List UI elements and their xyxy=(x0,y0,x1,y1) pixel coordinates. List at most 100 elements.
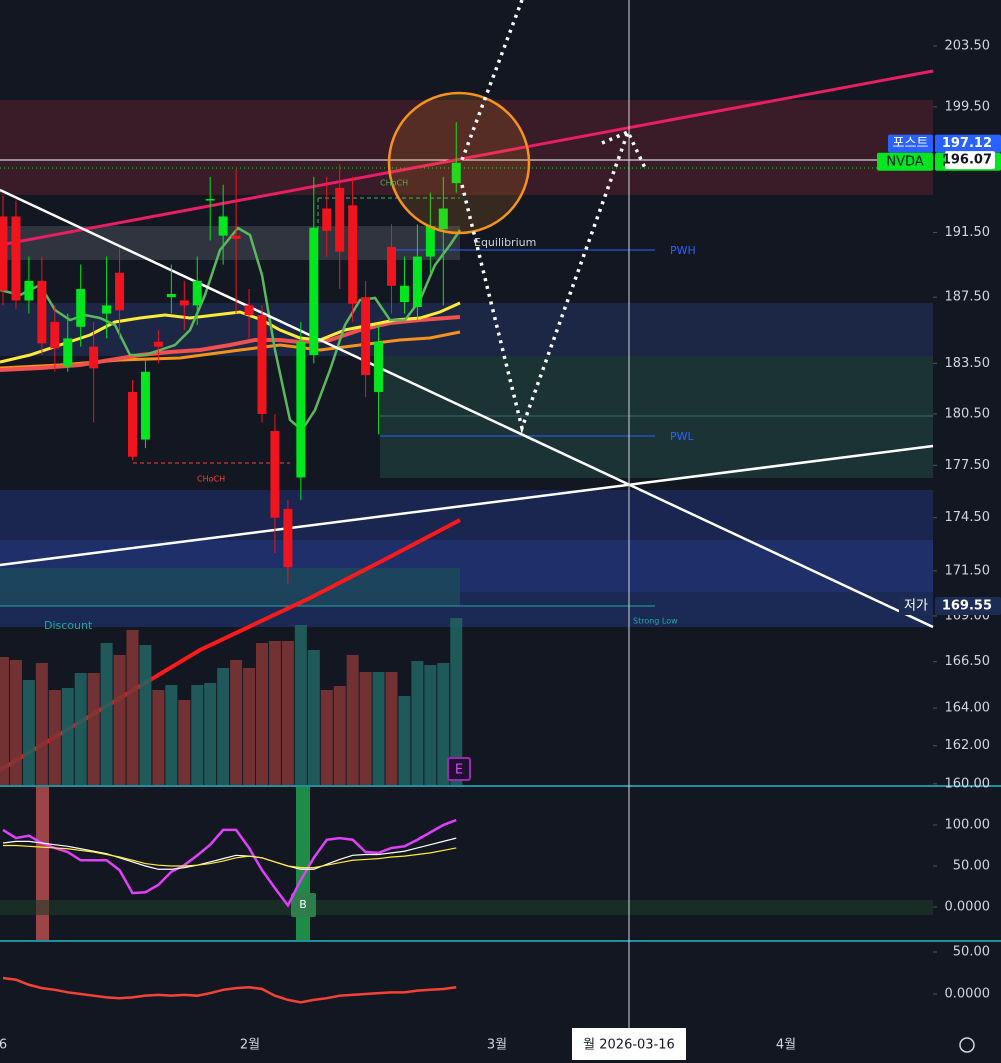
candle-body xyxy=(205,198,215,201)
indicator-line xyxy=(2,818,457,908)
annotation: Discount xyxy=(44,619,93,632)
candle-body xyxy=(89,346,99,369)
trend-line xyxy=(0,69,934,247)
candle-body xyxy=(192,280,202,306)
candle-body xyxy=(335,187,345,252)
candle-body xyxy=(50,321,60,349)
candle-body xyxy=(257,315,267,414)
candle-body xyxy=(153,341,163,347)
volume-bar xyxy=(22,680,35,785)
buy-signal-bar xyxy=(296,787,310,940)
y-tick-label: 50.00 xyxy=(953,859,990,874)
highlight-circle xyxy=(387,91,531,235)
crosshair-label: 월 2026-03-16 xyxy=(583,1038,675,1053)
tag-name-box xyxy=(888,134,933,153)
candle-body xyxy=(425,226,435,257)
volume-bar xyxy=(411,661,424,785)
volume-bar xyxy=(74,673,87,785)
candle-body xyxy=(412,256,422,308)
y-tick-label: 0.0000 xyxy=(945,987,991,1002)
tag-name-box xyxy=(899,596,933,615)
volume-bar xyxy=(178,700,191,785)
volume-bar xyxy=(9,660,22,785)
volume-bar xyxy=(87,673,100,785)
annotation: CHoCH xyxy=(197,475,225,484)
y-tick-label: 177.50 xyxy=(945,458,991,473)
candle-body xyxy=(231,235,241,239)
annotation: CHoCH xyxy=(380,179,408,188)
volume-bar xyxy=(48,690,61,785)
volume-bar xyxy=(268,641,281,785)
blue-zone xyxy=(0,490,933,540)
oscillator xyxy=(2,818,457,908)
annotation: PWL xyxy=(670,430,695,443)
price-tag-box xyxy=(935,596,1001,615)
y-tick-label: 160.00 xyxy=(945,776,991,791)
y-tick-label: 164.00 xyxy=(945,701,991,716)
price-tag-label: 196.07 xyxy=(942,153,992,168)
oversold-band xyxy=(0,900,933,915)
buy-marker xyxy=(291,893,316,917)
candle-body xyxy=(438,208,448,230)
candle-body xyxy=(244,305,254,316)
volume-bar xyxy=(61,688,74,785)
projection-path xyxy=(460,127,647,435)
candle-body xyxy=(348,205,358,304)
ma-line xyxy=(0,226,462,432)
trend-line xyxy=(0,444,934,567)
volume-bar xyxy=(230,660,243,785)
candle-body xyxy=(361,297,371,376)
fvg-zone xyxy=(380,356,933,478)
price-tag-label: 169.55 xyxy=(942,598,992,613)
candles xyxy=(0,122,461,584)
demand-zone xyxy=(0,303,933,356)
candle-body xyxy=(451,162,461,184)
volume-bar xyxy=(346,655,359,785)
candle-body xyxy=(296,341,306,478)
annotation: Strong Low xyxy=(633,617,678,626)
candle-body xyxy=(76,289,86,327)
y-tick-label: 50.00 xyxy=(953,944,990,959)
volume-bar xyxy=(204,683,217,785)
volume-bar xyxy=(100,643,113,785)
x-tick-label: 6 xyxy=(0,1038,7,1053)
y-tick-label: 183.50 xyxy=(945,356,991,371)
price-tag-box xyxy=(945,151,995,170)
indicator-line xyxy=(3,844,457,869)
volume-bar xyxy=(307,650,320,785)
candle-body xyxy=(374,341,384,392)
candle-body xyxy=(0,216,8,291)
candle-body xyxy=(270,430,280,518)
y-tick-label: 174.50 xyxy=(945,510,991,525)
volume-bar xyxy=(294,625,307,785)
price-tag-label: 197.12 xyxy=(942,136,992,151)
volume-bar xyxy=(35,663,48,785)
volume-bar xyxy=(359,672,372,785)
annotation: PWH xyxy=(670,244,696,257)
y-tick-label: 0.0000 xyxy=(945,900,991,915)
discount-zone xyxy=(0,568,460,606)
volume-bar xyxy=(333,686,346,785)
volume-bar xyxy=(113,655,126,785)
y-tick-label: 187.50 xyxy=(945,290,991,305)
event-marker xyxy=(447,757,471,781)
volume-bar xyxy=(424,665,437,785)
y-tick-label: 203.50 xyxy=(945,38,991,53)
price-axis: 203.50 199.50 191.50 187.50 183.50 180.50 177.… xyxy=(933,38,991,1002)
volume-bar xyxy=(152,690,165,785)
candle-body xyxy=(218,216,228,236)
annotation: Equilibrium xyxy=(474,236,536,249)
volume-bar xyxy=(191,685,204,785)
settings-button[interactable] xyxy=(959,1037,975,1053)
x-tick-label: 4월 xyxy=(776,1038,796,1053)
momentum xyxy=(2,976,457,1004)
x-tick-label: 2월 xyxy=(240,1038,260,1053)
candle-body xyxy=(115,272,125,311)
candle-body xyxy=(399,285,409,303)
candle-body xyxy=(102,305,112,314)
y-tick-label: 162.00 xyxy=(945,738,991,753)
